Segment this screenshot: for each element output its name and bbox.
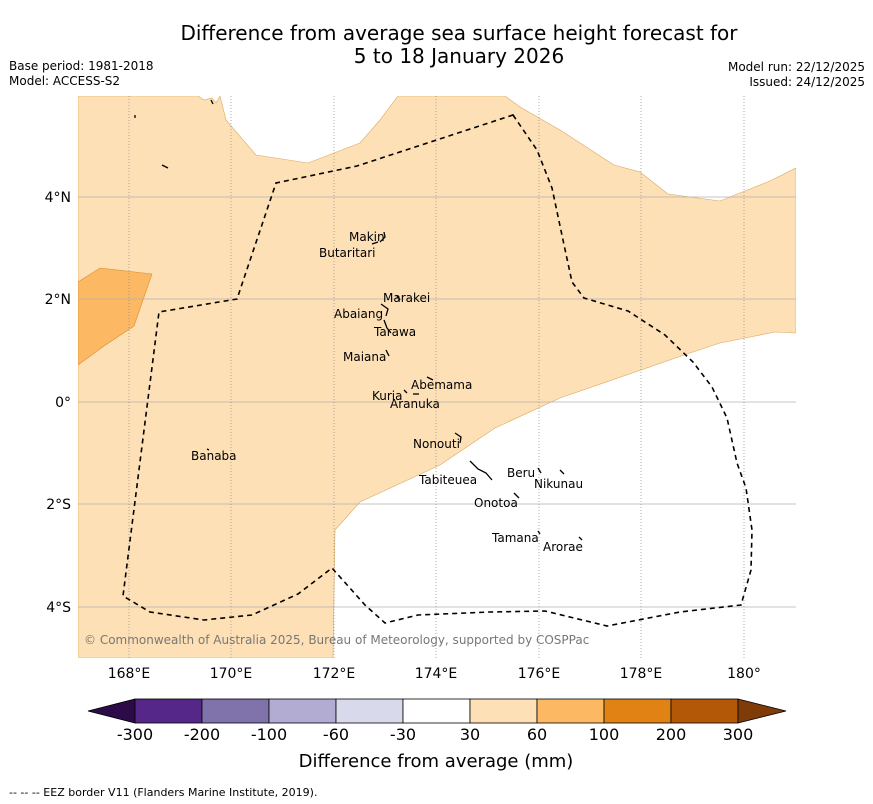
label-makin: Makin [349,230,385,244]
island-north-3 [210,99,214,105]
island-maiana [385,349,390,357]
label-onotoa: Onotoa [474,496,518,510]
lon-tick-178e: 178°E [620,666,663,682]
issued-date: Issued: 24/12/2025 [749,75,865,89]
island-tamana [537,530,541,535]
label-tabiteuea: Tabiteuea [418,473,477,487]
colorbar-tick: 200 [656,725,687,744]
label-banaba: Banaba [191,449,237,463]
title-line-2: 5 to 18 January 2026 [353,44,565,68]
colorbar-swatch [603,698,672,724]
colorbar-swatch [469,698,538,724]
colorbar-swatch [201,698,270,724]
colorbar-tick: -30 [390,725,416,744]
lon-tick-labels: 168°E 170°E 172°E 174°E 176°E 178°E 180° [108,666,761,682]
colorbar-swatch [268,698,337,724]
anomaly-30-60-region [78,96,796,658]
label-maiana: Maiana [343,350,386,364]
island-marakei [396,295,401,301]
colorbar-extend-high [737,698,787,724]
label-aranuka: Aranuka [390,397,440,411]
label-tamana: Tamana [491,531,539,545]
lat-tick-0: 0° [55,395,71,411]
label-abemama: Abemama [411,378,472,392]
lon-tick-176e: 176°E [518,666,561,682]
lat-tick-labels: 4°N 2°N 0° 2°S 4°S [45,190,72,616]
lon-tick-168e: 168°E [108,666,151,682]
colorbar-swatch [670,698,739,724]
title-line-1: Difference from average sea surface heig… [180,21,738,45]
island-banaba [206,448,210,451]
lat-tick-4n: 4°N [45,190,71,206]
label-nikunau: Nikunau [534,477,583,491]
label-tarawa: Tarawa [373,325,416,339]
island-north-2 [161,164,169,169]
label-nonouti: Nonouti [413,437,460,451]
island-tarawa [383,319,392,334]
meta-left: Base period: 1981-2018 Model: ACCESS-S2 [9,59,154,89]
lon-tick-172e: 172°E [313,666,356,682]
model-name: Model: ACCESS-S2 [9,74,121,88]
label-abaiang: Abaiang [334,307,383,321]
colorbar-tick: 100 [589,725,620,744]
colorbar-swatch [134,698,203,724]
colorbar-swatch [335,698,404,724]
island-makin [379,231,386,243]
chart-title: Difference from average sea surface heig… [0,22,873,68]
eez-legend-note: -- -- -- EEZ border V11 (Flanders Marine… [9,786,318,799]
gridlines [78,96,796,658]
colorbar-extend-low [87,698,136,724]
colorbar-tick: -300 [117,725,153,744]
label-butaritari: Butaritari [319,246,376,260]
colorbar-tick-labels: -300 -200 -100 -60 -30 30 60 100 200 300 [117,725,753,744]
island-nonouti [454,432,462,444]
island-butaritari [371,241,379,245]
lon-tick-174e: 174°E [415,666,458,682]
lon-tick-180: 180° [727,666,761,682]
label-marakei: Marakei [383,291,430,305]
colorbar-title: Difference from average (mm) [299,751,574,772]
copyright-notice: © Commonwealth of Australia 2025, Bureau… [84,633,589,647]
model-run: Model run: 22/12/2025 [727,60,865,74]
lat-tick-4s: 4°S [46,600,71,616]
lon-tick-170e: 170°E [210,666,253,682]
label-arorae: Arorae [543,540,583,554]
anomaly-60-100-region [78,267,153,366]
colorbar-tick: -60 [323,725,349,744]
island-abemama [426,376,434,381]
lat-tick-2s: 2°S [46,497,71,513]
island-beru [537,467,542,474]
eez-border [122,114,753,627]
island-onotoa [513,492,520,499]
island-tabiteuea [469,460,493,481]
colorbar-swatch [536,698,605,724]
island-nikunau [559,469,565,475]
base-period: Base period: 1981-2018 [9,59,154,73]
colorbar-tick: 300 [723,725,754,744]
meta-right: Model run: 22/12/2025 Issued: 24/12/2025 [728,60,865,90]
colorbar [87,698,787,724]
place-labels: Makin Butaritari Marakei Abaiang Tarawa … [191,230,583,554]
island-arorae [578,536,583,541]
island-abaiang [380,303,389,317]
colorbar-swatch [402,698,471,724]
label-kuria: Kuria [372,389,403,403]
colorbar-tick: 30 [460,725,480,744]
lat-tick-2n: 2°N [45,292,71,308]
islands [134,99,583,541]
colorbar-tick: -100 [251,725,287,744]
colorbar-tick: 60 [527,725,547,744]
colorbar-tick: -200 [184,725,220,744]
label-beru: Beru [507,466,535,480]
island-kuria [403,389,408,394]
